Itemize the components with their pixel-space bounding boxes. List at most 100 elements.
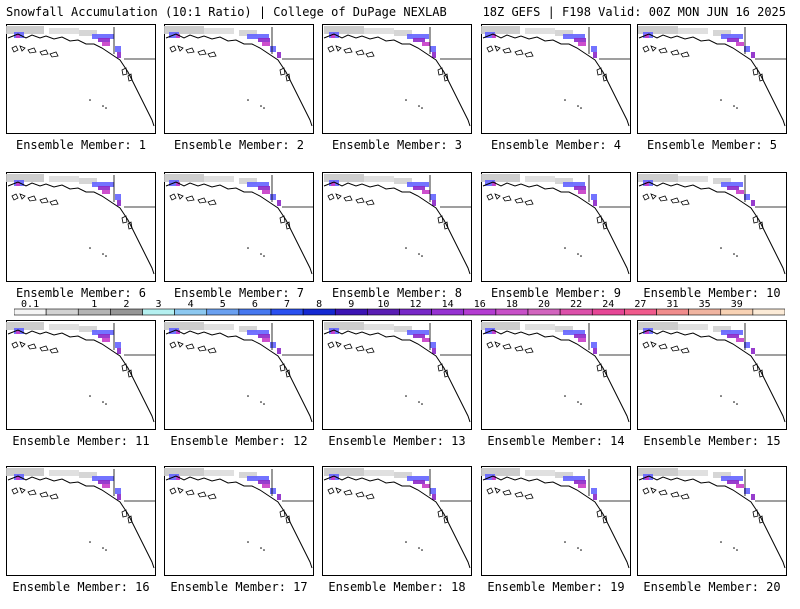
country-border bbox=[429, 469, 472, 502]
title-left: Snowfall Accumulation (10:1 Ratio) | Col… bbox=[6, 5, 447, 19]
coastline bbox=[323, 329, 471, 423]
colorbar-label: 39 bbox=[731, 299, 743, 310]
hawaii-dot bbox=[720, 247, 722, 249]
country-border bbox=[429, 175, 472, 208]
ensemble-panel: Ensemble Member: 9 bbox=[481, 172, 631, 315]
country-border bbox=[271, 175, 314, 208]
country-border bbox=[113, 469, 156, 502]
country-border bbox=[429, 27, 472, 60]
colorbar-label: 8 bbox=[316, 299, 322, 310]
coastline bbox=[323, 475, 471, 569]
ensemble-member-label: Ensemble Member: 9 bbox=[490, 286, 622, 300]
forecast-map bbox=[322, 172, 472, 282]
hawaii-dot bbox=[405, 541, 407, 543]
ensemble-member-label: Ensemble Member: 5 bbox=[646, 138, 778, 152]
ensemble-panel: Ensemble Member: 17 bbox=[164, 466, 314, 609]
hawaii-dot bbox=[247, 395, 249, 397]
ensemble-member-label: Ensemble Member: 10 bbox=[643, 286, 781, 300]
country-border bbox=[429, 323, 472, 356]
colorbar-label: 35 bbox=[699, 299, 711, 310]
coastline bbox=[7, 181, 155, 275]
hawaii-dot bbox=[247, 541, 249, 543]
colorbar-label: 7 bbox=[284, 299, 290, 310]
colorbar-label: 22 bbox=[570, 299, 582, 310]
colorbar-label: 5 bbox=[220, 299, 226, 310]
forecast-map bbox=[322, 320, 472, 430]
snowfall-shading bbox=[638, 468, 755, 500]
colorbar-label: 6 bbox=[252, 299, 258, 310]
ensemble-member-label: Ensemble Member: 11 bbox=[12, 434, 150, 448]
hawaii-dot bbox=[405, 395, 407, 397]
ensemble-panel: Ensemble Member: 7 bbox=[164, 172, 314, 315]
coastline bbox=[165, 181, 313, 275]
forecast-map bbox=[322, 466, 472, 576]
ensemble-member-label: Ensemble Member: 16 bbox=[12, 580, 150, 594]
colorbar-label: 16 bbox=[474, 299, 486, 310]
hawaii-dot bbox=[89, 395, 91, 397]
colorbar-label: 18 bbox=[506, 299, 518, 310]
colorbar-label: 14 bbox=[442, 299, 454, 310]
ensemble-member-label: Ensemble Member: 1 bbox=[15, 138, 147, 152]
colorbar-label: 0.1 bbox=[21, 299, 39, 310]
colorbar-label: 20 bbox=[538, 299, 550, 310]
ensemble-member-label: Ensemble Member: 6 bbox=[15, 286, 147, 300]
snowfall-shading bbox=[324, 468, 436, 500]
forecast-map bbox=[164, 320, 314, 430]
ensemble-member-label: Ensemble Member: 3 bbox=[331, 138, 463, 152]
forecast-map bbox=[6, 24, 156, 134]
ensemble-member-label: Ensemble Member: 15 bbox=[643, 434, 781, 448]
snowfall-shading bbox=[638, 26, 755, 58]
coastline bbox=[323, 33, 471, 127]
hawaii-dot bbox=[89, 247, 91, 249]
ensemble-panel: Ensemble Member: 1 bbox=[6, 24, 156, 167]
hawaii-dot bbox=[564, 247, 566, 249]
coastline bbox=[638, 33, 786, 127]
hawaii-dot bbox=[564, 99, 566, 101]
country-border bbox=[744, 469, 787, 502]
country-border bbox=[113, 27, 156, 60]
coastline bbox=[482, 181, 630, 275]
country-border bbox=[271, 27, 314, 60]
coastline bbox=[165, 33, 313, 127]
forecast-map bbox=[637, 24, 787, 134]
ensemble-member-label: Ensemble Member: 17 bbox=[170, 580, 308, 594]
coastline bbox=[7, 329, 155, 423]
forecast-map bbox=[164, 24, 314, 134]
country-border bbox=[113, 323, 156, 356]
country-border bbox=[744, 27, 787, 60]
ensemble-member-label: Ensemble Member: 8 bbox=[331, 286, 463, 300]
ensemble-panel: Ensemble Member: 2 bbox=[164, 24, 314, 167]
snowfall-colorbar: 0.1 1 2 3 4 5 6 7 8 9 10 12 14 16 18 20 22 24 27 31 35 39 bbox=[14, 299, 785, 316]
ensemble-panel: Ensemble Member: 4 bbox=[481, 24, 631, 167]
coastline bbox=[482, 33, 630, 127]
snowfall-shading bbox=[638, 174, 755, 206]
country-border bbox=[588, 27, 631, 60]
country-border bbox=[271, 323, 314, 356]
hawaii-dot bbox=[720, 99, 722, 101]
forecast-map bbox=[322, 24, 472, 134]
ensemble-member-label: Ensemble Member: 19 bbox=[487, 580, 625, 594]
ensemble-member-label: Ensemble Member: 12 bbox=[170, 434, 308, 448]
ensemble-panel: Ensemble Member: 14 bbox=[481, 320, 631, 463]
ensemble-panel: Ensemble Member: 6 bbox=[6, 172, 156, 315]
snowfall-shading bbox=[324, 26, 436, 58]
hawaii-dot bbox=[247, 99, 249, 101]
forecast-map bbox=[6, 320, 156, 430]
forecast-map bbox=[637, 320, 787, 430]
country-border bbox=[588, 323, 631, 356]
country-border bbox=[588, 469, 631, 502]
colorbar-label: 3 bbox=[156, 299, 162, 310]
ensemble-panel: Ensemble Member: 5 bbox=[637, 24, 787, 167]
hawaii-dot bbox=[89, 541, 91, 543]
snowfall-shading bbox=[324, 322, 436, 354]
hawaii-dot bbox=[564, 395, 566, 397]
snowfall-shading bbox=[638, 322, 755, 354]
ensemble-panel: Ensemble Member: 10 bbox=[637, 172, 787, 315]
forecast-map bbox=[6, 466, 156, 576]
colorbar-label: 1 bbox=[91, 299, 97, 310]
title-right: 18Z GEFS | F198 Valid: 00Z MON JUN 16 20… bbox=[482, 5, 786, 19]
colorbar-label: 2 bbox=[123, 299, 129, 310]
ensemble-member-label: Ensemble Member: 20 bbox=[643, 580, 781, 594]
ensemble-member-label: Ensemble Member: 18 bbox=[328, 580, 466, 594]
hawaii-dot bbox=[720, 541, 722, 543]
